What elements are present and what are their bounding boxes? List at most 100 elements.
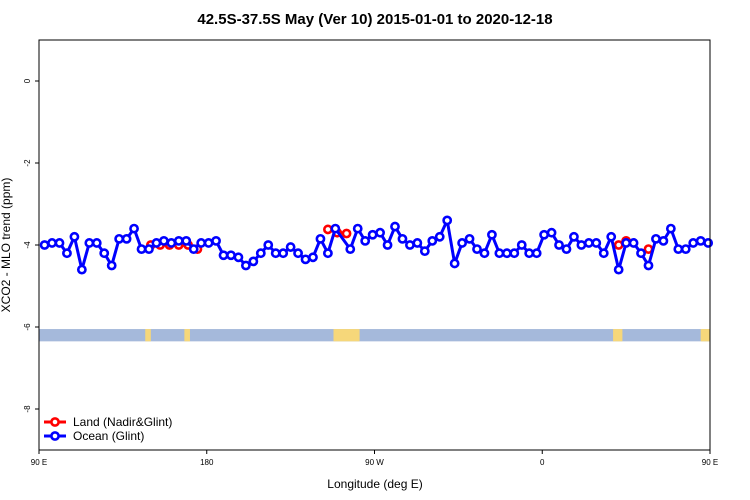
land-strip-2 (333, 329, 360, 342)
data-point (54, 238, 65, 248)
data-point (658, 235, 669, 246)
data-point (539, 229, 550, 240)
data-point (457, 238, 468, 248)
data-point (121, 233, 132, 244)
data-point (479, 248, 490, 259)
data-point (524, 248, 535, 259)
data-point (345, 244, 356, 254)
ocean-strip (39, 329, 710, 342)
y-tick-label: 0 (23, 78, 32, 83)
x-tick-label: 0 (540, 458, 545, 467)
data-point (427, 235, 438, 246)
data-point (651, 233, 661, 244)
data-point (91, 238, 102, 248)
data-point (188, 244, 199, 254)
data-point (166, 238, 177, 248)
data-point (76, 264, 87, 275)
data-point (375, 227, 385, 238)
data-point (606, 231, 617, 242)
y-axis-ticks: 0 -2 -4 -6 -8 (23, 78, 39, 413)
data-point (494, 248, 505, 259)
data-point (285, 242, 296, 252)
x-axis-ticks: 90 E 180 90 W 0 90 E (31, 450, 718, 467)
data-point (181, 235, 192, 246)
chart-title: 42.5S-37.5S May (Ver 10) 2015-01-01 to 2… (197, 11, 552, 28)
data-point (47, 238, 57, 248)
x-tick-label: 90 E (31, 458, 47, 467)
data-point (114, 233, 125, 244)
data-point (218, 250, 229, 261)
land-strip-4 (700, 329, 710, 342)
y-tick-label: -6 (23, 323, 32, 331)
land-strip-1 (184, 329, 190, 342)
data-point (412, 238, 423, 248)
data-point (69, 231, 80, 242)
x-tick-label: 90 E (702, 458, 718, 467)
data-point (226, 250, 236, 261)
data-point (270, 248, 281, 259)
data-point (39, 240, 50, 250)
data-point (405, 240, 415, 250)
data-point (196, 238, 207, 248)
data-point (569, 231, 579, 242)
data-point (598, 248, 609, 259)
data-point (621, 238, 632, 248)
y-axis-label: XCO2 - MLO trend (ppm) (0, 178, 13, 313)
x-tick-label: 90 W (365, 458, 384, 467)
data-point (360, 235, 371, 246)
data-point (509, 248, 520, 259)
legend-marker (50, 431, 60, 441)
data-point (636, 248, 646, 259)
data-point (144, 244, 154, 254)
surface-type-strip (39, 329, 710, 342)
data-point (516, 240, 527, 250)
data-point (487, 229, 497, 240)
data-point (203, 238, 214, 248)
data-point (390, 221, 400, 232)
data-point (233, 252, 244, 263)
data-point (665, 223, 676, 234)
data-point (613, 264, 624, 275)
data-point (248, 256, 259, 267)
data-point (308, 252, 318, 263)
land-strip-0 (145, 329, 151, 342)
data-point (419, 246, 430, 257)
data-point (330, 223, 341, 234)
data-point (449, 258, 460, 269)
data-point (628, 238, 639, 248)
y-tick-label: -4 (23, 241, 32, 249)
data-point (501, 248, 512, 259)
data-point (673, 244, 684, 254)
data-point (561, 244, 572, 254)
x-axis-label: Longitude (deg E) (327, 477, 422, 491)
data-point (278, 248, 289, 259)
y-tick-label: -2 (23, 159, 32, 167)
data-point (300, 254, 311, 265)
data-point (397, 233, 408, 244)
data-point (554, 240, 564, 250)
data-point (546, 227, 557, 238)
land-strip-3 (613, 329, 623, 342)
data-point (158, 235, 169, 246)
data-point (255, 248, 266, 259)
legend-label: Ocean (Glint) (73, 429, 144, 443)
data-point (211, 235, 221, 246)
data-point (643, 260, 654, 271)
data-point (703, 238, 714, 248)
data-point (531, 248, 542, 259)
x-tick-label: 180 (200, 458, 214, 467)
data-point (434, 231, 445, 242)
data-point (136, 244, 147, 254)
data-point (352, 223, 363, 234)
data-point (293, 248, 303, 259)
data-point (323, 224, 333, 235)
data-point (576, 240, 587, 250)
data-point (84, 238, 95, 248)
data-point (382, 240, 393, 250)
data-point (263, 240, 274, 250)
series-ocean (39, 215, 714, 275)
data-point (695, 235, 706, 246)
data-point (472, 244, 482, 254)
data-point (151, 238, 162, 248)
